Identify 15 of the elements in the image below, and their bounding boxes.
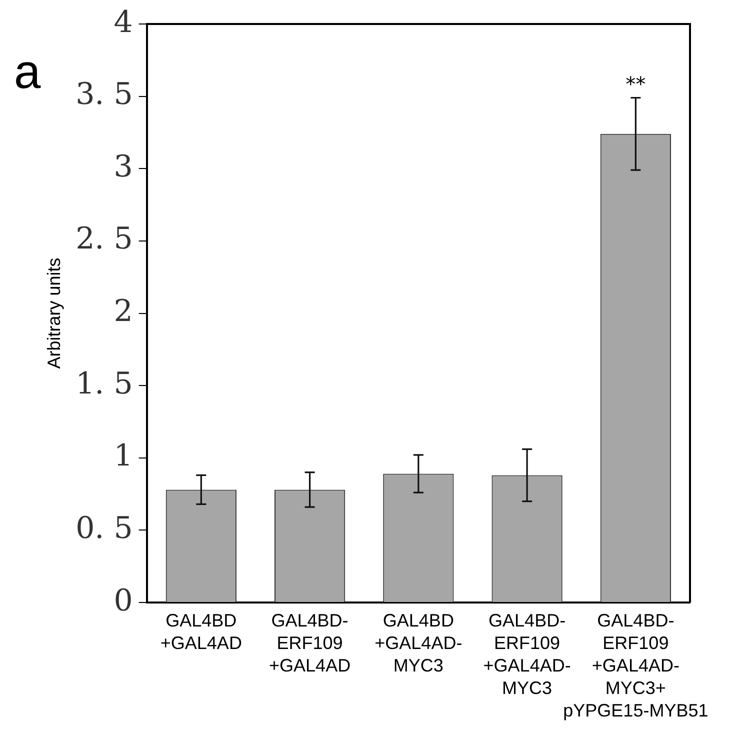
y-axis-title: Arbitrary units	[44, 258, 64, 369]
x-tick-label: GAL4BD +GAL4AD- MYC3	[374, 610, 462, 676]
y-tick-label: 3	[114, 149, 133, 184]
x-tick-label: GAL4BD- ERF109 +GAL4AD	[269, 610, 351, 676]
y-tick-label: 1	[114, 438, 133, 474]
y-tick-label: 0	[114, 583, 133, 618]
y-tick-label: 1. 5	[76, 366, 133, 402]
y-tick-label: 3. 5	[76, 77, 133, 112]
y-tick-label: 2. 5	[76, 222, 133, 257]
x-tick-label: GAL4BD +GAL4AD	[160, 610, 242, 654]
y-tick-label: 2	[114, 294, 133, 330]
text: a	[14, 46, 41, 99]
y-tick-label: 0. 5	[76, 510, 133, 546]
y-tick-label: 4	[114, 4, 133, 40]
annotation: **	[626, 72, 646, 96]
